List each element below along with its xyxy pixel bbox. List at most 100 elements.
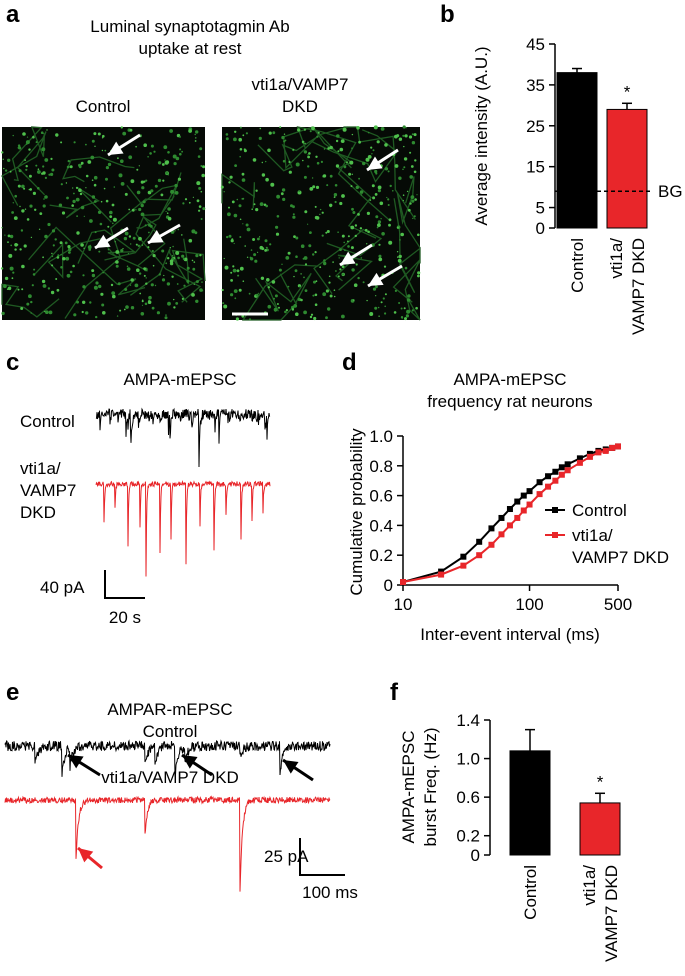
puncta [278,306,280,309]
puncta [181,297,184,300]
puncta [28,189,30,191]
puncta [176,283,179,285]
puncta [304,263,308,266]
data-point [520,507,527,514]
puncta [201,173,205,178]
puncta [374,169,378,174]
puncta [246,227,251,232]
puncta [378,243,381,246]
puncta [164,316,168,320]
puncta [120,126,124,129]
puncta [335,164,340,168]
puncta [30,312,32,314]
puncta [8,253,13,258]
data-point [498,531,505,538]
puncta [143,180,146,183]
puncta [220,185,224,189]
data-point [576,455,583,462]
puncta [97,132,101,136]
puncta [167,174,169,176]
puncta [257,237,260,241]
puncta [353,299,355,301]
arrow-head [108,141,124,155]
puncta [195,280,199,284]
puncta [130,278,134,282]
panel-letter: c [6,349,19,376]
puncta [42,256,44,259]
puncta [93,175,98,180]
puncta [42,284,47,288]
puncta [364,228,368,232]
puncta [85,174,89,178]
puncta [405,127,407,129]
puncta [362,281,365,284]
puncta [51,264,54,267]
puncta [329,145,333,150]
puncta [414,198,417,201]
puncta [333,196,336,199]
puncta [112,217,117,222]
puncta [303,150,308,154]
puncta [55,278,58,280]
puncta [234,130,237,133]
puncta [64,241,68,245]
puncta [44,234,48,239]
puncta [147,190,152,195]
puncta [250,249,253,251]
puncta [398,137,403,141]
arrow [367,264,403,288]
puncta [56,288,60,292]
puncta [288,160,291,164]
puncta [351,147,353,149]
puncta [259,245,264,250]
puncta [102,271,104,274]
puncta [72,199,76,204]
arrow [282,758,314,782]
puncta [376,140,380,144]
puncta [359,227,363,230]
reference-label: BG [658,182,683,201]
puncta [264,249,267,252]
puncta [37,170,41,174]
puncta [232,268,237,273]
puncta [410,195,415,200]
puncta [89,301,92,304]
puncta [404,134,408,138]
puncta [3,167,5,170]
puncta [259,202,264,207]
puncta [275,225,279,229]
puncta [110,283,114,287]
puncta [87,160,92,164]
puncta [135,145,137,148]
scale-label: 20 s [109,608,141,627]
puncta [10,244,13,247]
puncta [166,282,171,286]
puncta [179,152,182,156]
puncta [338,257,340,259]
puncta [202,165,206,169]
puncta [144,224,147,227]
puncta [292,148,294,151]
puncta [23,244,27,248]
puncta [37,187,40,190]
puncta [281,263,283,265]
puncta [160,193,164,197]
error-bar [622,102,632,110]
puncta [51,255,54,258]
puncta [188,238,193,243]
puncta [82,285,86,289]
puncta [126,265,129,268]
puncta [111,291,116,295]
puncta [328,281,331,284]
puncta [253,203,256,206]
puncta [75,186,79,189]
puncta [72,264,75,268]
puncta [249,256,252,259]
bar [579,802,621,856]
data-point [488,541,495,548]
puncta [130,179,135,184]
puncta [18,146,22,150]
puncta [201,281,203,283]
data-point [526,488,533,495]
puncta [186,279,190,283]
